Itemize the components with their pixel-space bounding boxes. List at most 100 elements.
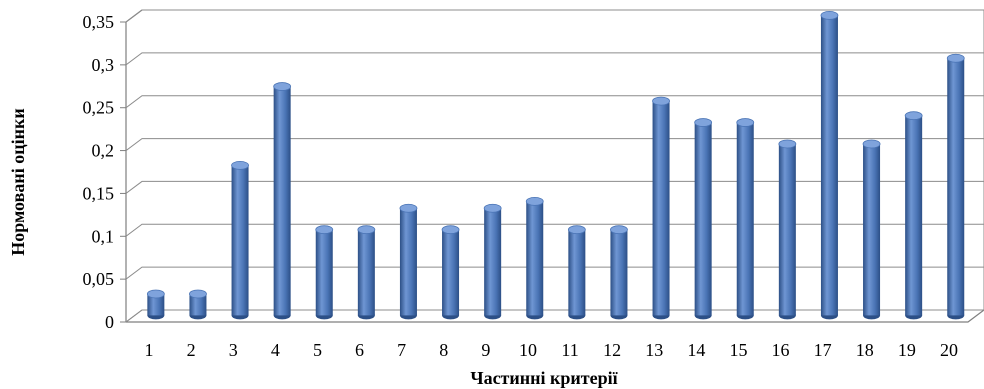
x-tick-label: 3 <box>229 340 238 360</box>
bar <box>567 225 586 320</box>
x-tick-label: 5 <box>313 340 322 360</box>
bar-top <box>273 82 292 91</box>
x-tick-label: 1 <box>145 340 154 360</box>
bar <box>610 225 628 320</box>
bar-top <box>610 225 628 235</box>
y-tick-label: 0,15 <box>83 183 115 203</box>
x-tick-label: 7 <box>397 340 406 360</box>
bar <box>862 139 881 320</box>
gridline <box>125 138 984 151</box>
bar-body <box>778 143 796 316</box>
bar <box>146 289 165 320</box>
y-tick-label: 0,1 <box>92 226 115 246</box>
bar-body <box>694 122 712 316</box>
bars <box>146 10 965 320</box>
bar <box>357 225 376 320</box>
x-tick-labels: 1 2 3 4 5 6 7 8 9 10 11 12 13 14 15 16 17 18 19 20 <box>145 340 958 360</box>
bar <box>736 118 755 320</box>
bar-body <box>610 229 628 316</box>
gridlines <box>120 9 984 323</box>
bar <box>399 203 418 320</box>
bar-top <box>357 225 376 235</box>
bar <box>946 53 965 320</box>
bar-top <box>904 111 923 121</box>
x-tick-label: 2 <box>187 340 196 360</box>
bar <box>483 203 502 320</box>
y-tick-labels: 0 0,05 0,1 0,15 0,2 0,25 0,3 0,35 <box>83 12 115 332</box>
x-tick-label: 16 <box>772 340 790 360</box>
bar-top <box>441 225 460 235</box>
x-tick-label: 6 <box>355 340 364 360</box>
bar <box>273 82 292 320</box>
gridline <box>125 309 984 323</box>
bar-body <box>484 208 502 316</box>
bar-body <box>399 208 417 316</box>
gridline <box>125 52 984 66</box>
bar-top <box>231 160 249 170</box>
bar-top <box>315 225 334 235</box>
x-tick-label: 13 <box>645 340 663 360</box>
bar <box>441 225 460 320</box>
gridline <box>125 223 984 237</box>
bar <box>694 118 713 320</box>
bar-top <box>567 225 586 235</box>
bar-body <box>652 101 670 316</box>
x-tick-label: 14 <box>687 340 705 360</box>
bar-top <box>652 96 670 106</box>
y-axis-title: Нормовані оцінки <box>8 108 28 255</box>
bar <box>778 139 797 320</box>
gridline <box>125 180 984 194</box>
gridline <box>125 95 984 109</box>
bar-top <box>146 289 165 299</box>
y-tick-label: 0,3 <box>92 55 115 75</box>
bar-top <box>778 139 797 149</box>
y-tick-label: 0,25 <box>83 98 115 118</box>
bar-top <box>736 118 755 127</box>
x-tick-label: 8 <box>439 340 448 360</box>
x-tick-label: 20 <box>940 340 958 360</box>
bar-body <box>189 293 207 316</box>
plot-walls <box>125 9 984 323</box>
x-axis-title: Частинні критерії <box>470 368 618 388</box>
bar <box>652 96 670 320</box>
bar <box>525 196 544 320</box>
bar-body <box>736 122 754 316</box>
bar-top <box>189 289 207 299</box>
bar-body <box>905 115 923 316</box>
x-tick-label: 15 <box>729 340 747 360</box>
bar-body <box>526 201 544 316</box>
x-tick-label: 12 <box>603 340 621 360</box>
bar-body <box>863 143 881 316</box>
y-tick-label: 0,05 <box>83 269 115 289</box>
bar <box>315 225 334 320</box>
y-tick-label: 0,35 <box>83 12 115 32</box>
bar-body <box>820 15 838 316</box>
bar-body <box>273 86 291 316</box>
bar-top <box>694 118 713 127</box>
bar-body <box>947 58 965 316</box>
x-tick-label: 11 <box>561 340 578 360</box>
bar-body <box>315 229 333 316</box>
bar-top <box>525 196 544 206</box>
bar <box>189 289 207 320</box>
bar-top <box>946 53 965 63</box>
bar <box>820 10 839 320</box>
bar-top <box>820 10 839 20</box>
x-tick-label: 9 <box>481 340 490 360</box>
bar-top <box>862 139 881 149</box>
x-tick-label: 10 <box>519 340 537 360</box>
y-axis-wall-edge <box>125 9 143 322</box>
gridline <box>125 266 984 280</box>
y-tick-label: 0 <box>105 312 114 332</box>
bar-body <box>442 229 460 316</box>
floor-front-edge <box>126 309 984 323</box>
y-tick-label: 0,2 <box>92 141 115 161</box>
gridline <box>125 9 984 23</box>
bar-body <box>568 229 586 316</box>
bar <box>904 111 923 320</box>
bar-body <box>357 229 375 316</box>
bar <box>231 160 249 320</box>
x-tick-label: 4 <box>271 340 280 360</box>
bar-top <box>399 203 418 213</box>
